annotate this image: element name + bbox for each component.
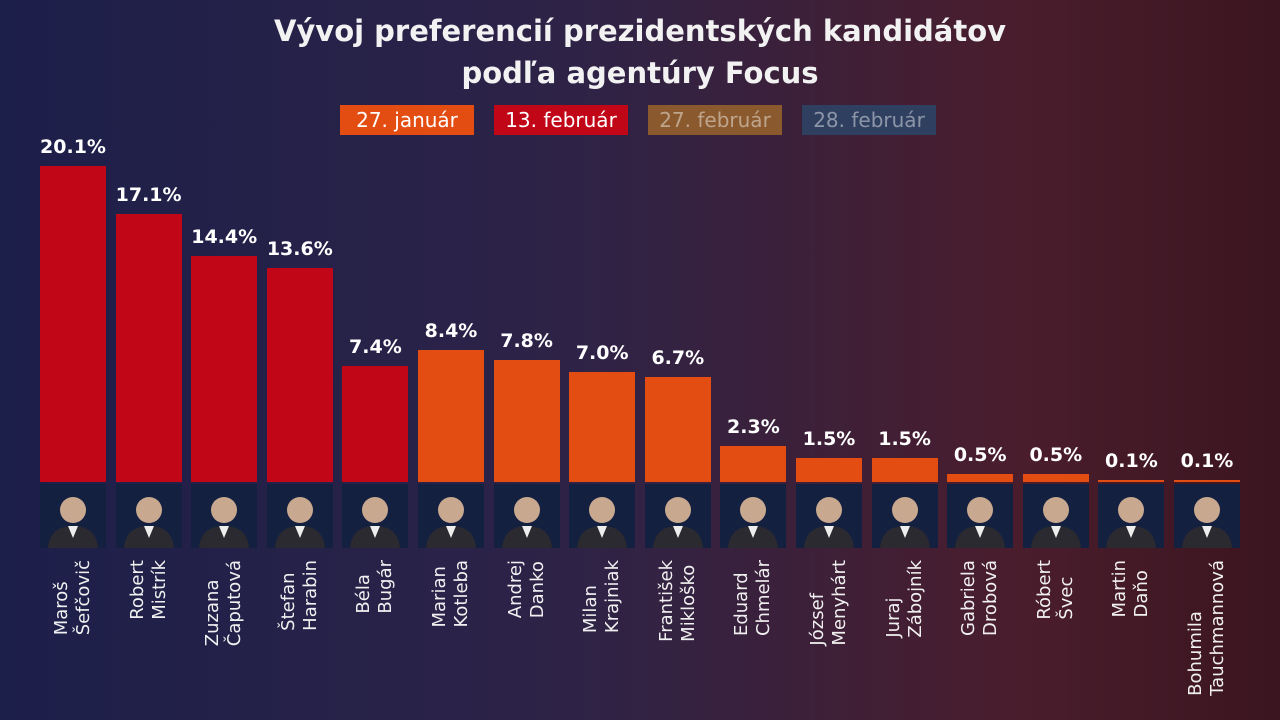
silhouette (1030, 497, 1081, 548)
silhouette (879, 497, 930, 548)
data-label: 0.5% (1029, 444, 1083, 467)
candidate-photo (493, 484, 560, 548)
bar (1174, 480, 1240, 482)
candidate-name: Bohumila Tauchmannová (1185, 560, 1228, 696)
legend-label: 27. február (659, 108, 771, 132)
data-label: 7.8% (500, 329, 553, 352)
silhouette (48, 497, 98, 548)
candidate-photo (1174, 484, 1240, 548)
candidate-name: Zuzana Čaputová (202, 560, 246, 647)
candidate-photo (720, 484, 787, 548)
candidate-name: Robert Mistrík (126, 560, 170, 620)
silhouette (199, 497, 250, 548)
chart-title: Vývoj preferencií prezidentských kandidá… (273, 14, 1007, 90)
legend: 27. január 13. február 27. február 28. febr… (340, 105, 936, 135)
candidate-name: Štefan Harabin (277, 559, 321, 631)
bar (191, 255, 258, 482)
title-box: Vývoj preferencií prezidentských kandidá… (0, 10, 1280, 94)
bar (947, 474, 1014, 482)
bar (569, 372, 636, 482)
silhouette (426, 497, 476, 548)
bar (796, 458, 862, 482)
data-label: 2.3% (727, 415, 780, 438)
candidate-name: Juraj Zábojník (882, 560, 926, 638)
silhouette (123, 497, 174, 548)
candidate-name: Béla Bugár (353, 559, 397, 614)
candidate-name: František Mikloško (655, 560, 699, 642)
data-label: 0.1% (1180, 450, 1234, 473)
bar (493, 359, 560, 482)
bar (418, 350, 484, 482)
candidate-name: József Menyhárt (807, 560, 850, 646)
legend-label: 13. február (505, 108, 617, 132)
data-label: 14.4% (191, 225, 258, 248)
silhouette (652, 497, 703, 548)
silhouette (350, 497, 401, 548)
bar (266, 268, 333, 482)
candidate-name: Milan Krajniak (580, 559, 624, 634)
bar (871, 458, 938, 482)
candidate-photo (1022, 484, 1089, 548)
data-label: 7.4% (349, 335, 402, 358)
data-label: 20.1% (40, 136, 106, 159)
data-label: 0.5% (953, 444, 1007, 467)
data-label: 1.5% (802, 428, 856, 451)
candidate-name: Maroš Šefčovič (51, 560, 94, 636)
silhouette (1182, 497, 1232, 548)
data-label: 1.5% (878, 428, 931, 451)
silhouette (501, 497, 552, 548)
data-label: 17.1% (115, 183, 182, 206)
data-label: 7.0% (575, 342, 629, 365)
candidate-name: Martin Daňo (1109, 560, 1153, 618)
candidate-photo (115, 484, 182, 548)
candidate-photo (569, 484, 636, 548)
legend-item: 13. február (494, 105, 628, 135)
silhouette (274, 497, 325, 548)
candidate-name: Eduard Chmelár (731, 560, 775, 637)
legend-item: 27. január (340, 105, 474, 135)
bar (115, 213, 182, 482)
legend-label: 27. január (356, 108, 458, 132)
candidate-name: Marian Kotleba (429, 560, 472, 628)
bar (40, 166, 106, 482)
bar (1098, 480, 1165, 482)
candidate-photo (40, 484, 106, 548)
bar (644, 376, 711, 482)
legend-item: 27. február (648, 105, 782, 135)
data-label: 8.4% (424, 320, 478, 343)
candidate-photo (644, 484, 711, 548)
data-label: 6.7% (651, 346, 705, 369)
bar (342, 365, 409, 482)
bar (1022, 474, 1089, 482)
candidate-name: Gabriela Drobová (958, 560, 1002, 636)
data-label: 0.1% (1105, 450, 1158, 473)
candidate-photo (947, 484, 1014, 548)
candidate-photo (796, 484, 862, 548)
candidate-photo (418, 484, 484, 548)
candidate-name: Róbert Švec (1033, 560, 1077, 620)
silhouette (955, 497, 1006, 548)
silhouette (1106, 497, 1157, 548)
data-label: 13.6% (266, 238, 333, 261)
legend-label: 28. február (813, 108, 925, 132)
candidate-photo (266, 484, 333, 548)
candidate-photo (1098, 484, 1165, 548)
candidate-photo (871, 484, 938, 548)
silhouette (804, 497, 854, 548)
bar (720, 445, 787, 482)
candidate-name: Andrej Danko (504, 560, 548, 619)
silhouette (577, 497, 628, 548)
candidate-photo (342, 484, 409, 548)
candidate-photo (191, 484, 258, 548)
silhouette (728, 497, 779, 548)
legend-item: 28. február (802, 105, 936, 135)
